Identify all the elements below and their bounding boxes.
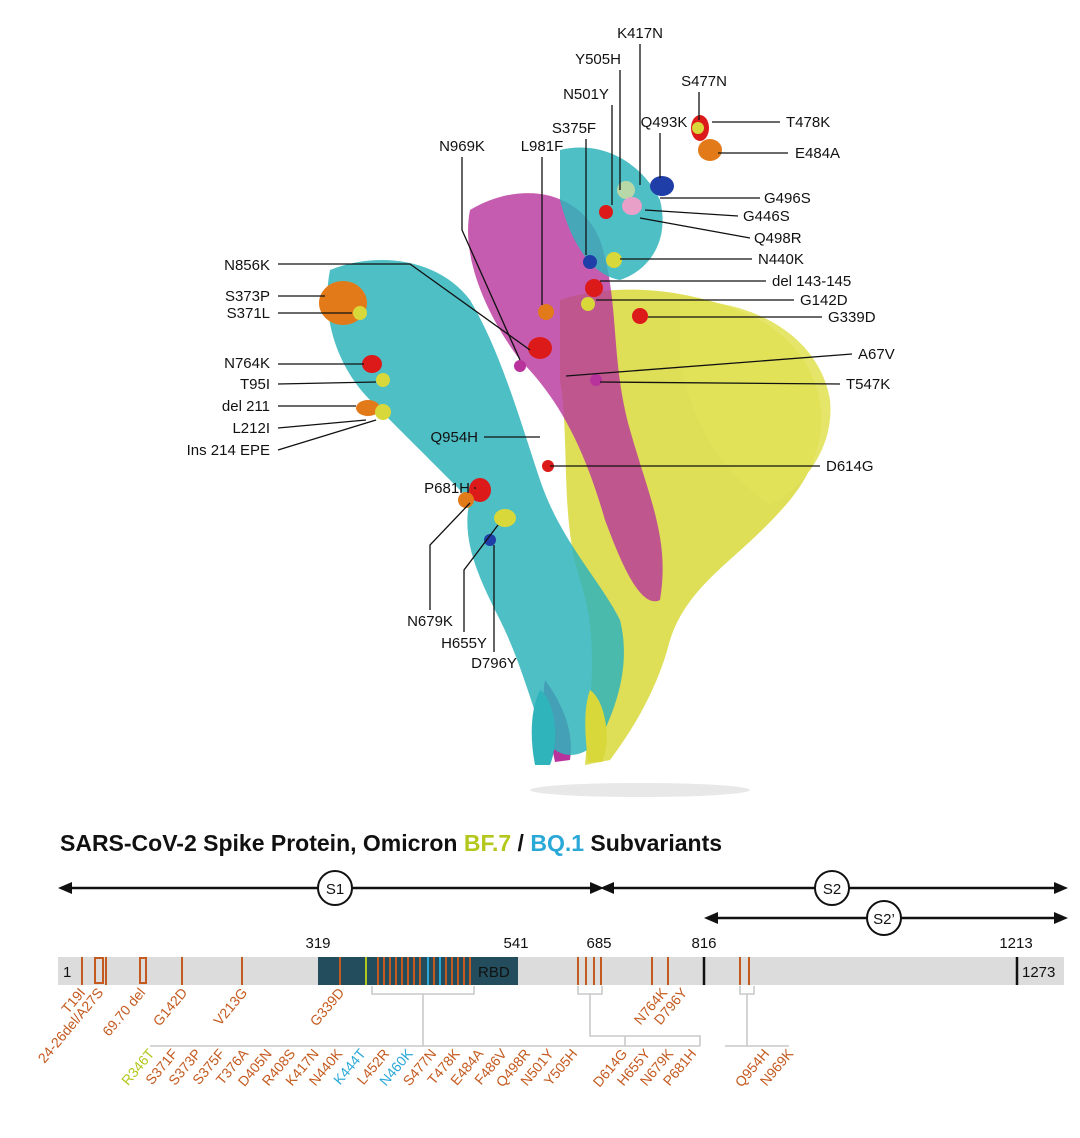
- structure-label-g496s: G496S: [764, 190, 811, 207]
- structure-label-d614g: D614G: [826, 458, 874, 475]
- structure-label-y505h: Y505H: [575, 51, 621, 68]
- deletion-box: [139, 957, 147, 984]
- leader-n679k: [429, 502, 471, 610]
- s1-domain-arrow: S1: [58, 870, 604, 906]
- structure-labels: K417N Y505H S477N N501Y Q493K T478K S375F N969K…: [187, 25, 895, 672]
- s2-label: S2: [823, 881, 841, 898]
- structure-label-d796y: D796Y: [471, 655, 517, 672]
- structure-label-ins-214-epe: Ins 214 EPE: [187, 442, 270, 459]
- structure-label-n969k: N969K: [439, 138, 485, 155]
- structure-label-a67v: A67V: [858, 346, 895, 363]
- position-685: 685: [586, 935, 611, 952]
- structure-label-s371l: S371L: [227, 305, 270, 322]
- structure-label-e484a: E484A: [795, 145, 840, 162]
- leader-q498r: [639, 217, 751, 239]
- structure-label-g339d: G339D: [828, 309, 876, 326]
- mutation-group-brackets: [150, 986, 789, 1047]
- leader-n856k: [278, 263, 531, 351]
- deletion-box: [94, 957, 104, 984]
- spike-sequence-bar: [58, 957, 1064, 985]
- structure-label-q498r: Q498R: [754, 230, 802, 247]
- domain-diagram: SARS-CoV-2 Spike Protein, Omicron BF.7 /…: [34, 830, 1068, 1090]
- diagram-title: SARS-CoV-2 Spike Protein, Omicron BF.7 /…: [60, 830, 722, 856]
- leader-g446s: [644, 209, 739, 217]
- structure-label-q954h: Q954H: [430, 429, 478, 446]
- structure-label-t547k: T547K: [846, 376, 890, 393]
- structure-label-g446s: G446S: [743, 208, 790, 225]
- mutation-label-g339d: G339D: [307, 985, 348, 1029]
- structure-label-n440k: N440K: [758, 251, 804, 268]
- structure-label-k417n: K417N: [617, 25, 663, 42]
- position-816: 816: [691, 935, 716, 952]
- structure-label-del-211: del 211: [222, 398, 270, 415]
- position-541: 541: [503, 935, 528, 952]
- position-319: 319: [305, 935, 330, 952]
- mutation-ticks: [81, 957, 750, 985]
- mutation-label-69-70-del: 69.70 del: [99, 985, 148, 1039]
- structure-leader-lines: [277, 44, 853, 652]
- position-1: 1: [63, 964, 71, 981]
- s2-domain-arrow: S2: [600, 870, 1068, 906]
- s2prime-label: S2’: [873, 911, 895, 928]
- structure-label-s373p: S373P: [225, 288, 270, 305]
- structure-label-n501y: N501Y: [563, 86, 609, 103]
- structure-label-l212i: L212I: [232, 420, 270, 437]
- leader-h655y: [463, 524, 499, 632]
- structure-label-s375f: S375F: [552, 120, 596, 137]
- rbd-region: [318, 957, 518, 985]
- structure-label-p681h: P681H: [424, 480, 470, 497]
- structure-label-s477n: S477N: [681, 73, 727, 90]
- leader-a67v: [565, 353, 853, 377]
- leader-n969k: [461, 157, 521, 361]
- s2prime-domain-arrow: S2’: [704, 900, 1068, 936]
- position-1213: 1213: [999, 935, 1032, 952]
- s1-label: S1: [326, 881, 344, 898]
- leader-t95i: [277, 381, 377, 385]
- structure-label-del-143-145: del 143-145: [772, 273, 851, 290]
- rbd-label: RBD: [478, 964, 510, 981]
- leader-ins-214-epe: [277, 419, 377, 451]
- spike-structure-illustration: [319, 115, 831, 797]
- mutation-label-v213g: V213G: [210, 985, 250, 1029]
- structure-label-l981f: L981F: [521, 138, 564, 155]
- structure-label-n679k: N679K: [407, 613, 453, 630]
- structure-label-n856k: N856K: [224, 257, 270, 274]
- structure-label-q493k: Q493K: [641, 114, 688, 131]
- mutation-label-g142d: G142D: [150, 985, 191, 1029]
- structure-label-n764k: N764K: [224, 355, 270, 372]
- structure-label-t95i: T95I: [240, 376, 270, 393]
- position-1273: 1273: [1022, 964, 1055, 981]
- leader-t547k: [599, 381, 841, 385]
- structure-label-g142d: G142D: [800, 292, 848, 309]
- leader-l212i: [277, 419, 367, 429]
- structure-label-h655y: H655Y: [441, 635, 487, 652]
- structure-label-t478k: T478K: [786, 114, 830, 131]
